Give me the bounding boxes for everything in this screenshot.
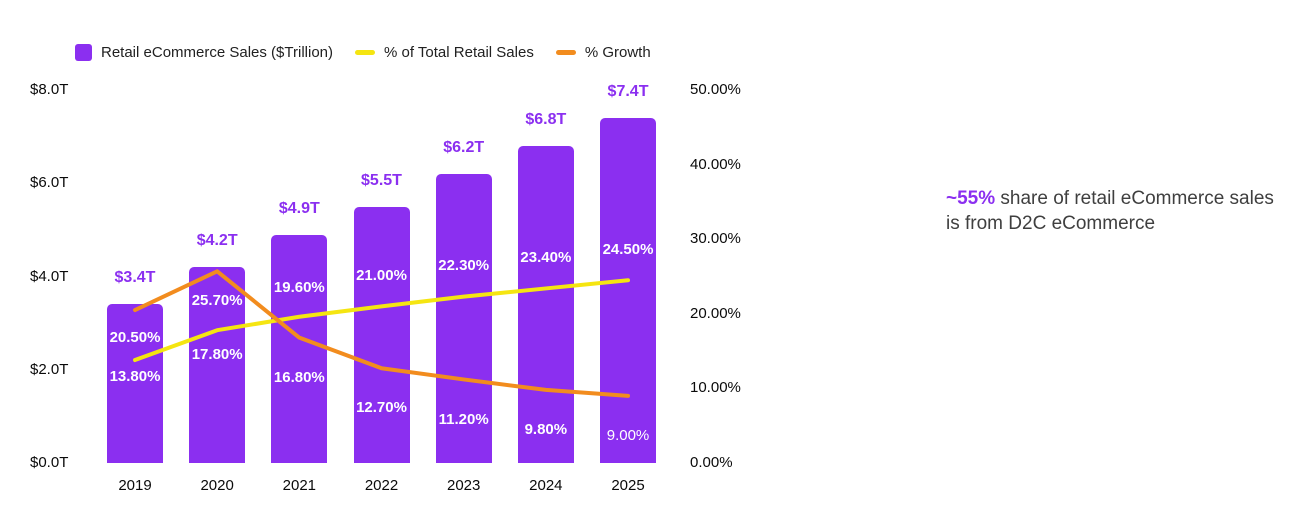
bar-value-label: $4.2T	[196, 232, 238, 250]
bar-value-label: $5.5T	[361, 171, 402, 189]
pct-of-total-swatch-icon	[355, 50, 376, 55]
sales-bar-2024	[517, 145, 574, 463]
left-axis-tick: $8.0T	[30, 81, 69, 98]
point-label-growth: 9.00%	[606, 426, 650, 444]
point-label-pct-of-total: 17.80%	[191, 346, 243, 364]
year-label-2020: 2020	[200, 477, 234, 494]
growth-swatch-icon	[555, 50, 576, 55]
point-label-pct-of-total: 19.60%	[273, 278, 325, 296]
bar-value-label: $6.8T	[525, 110, 567, 128]
sales-bar-2022	[353, 206, 410, 463]
pct-of-total-line	[133, 278, 631, 363]
year-label-2024: 2024	[529, 477, 563, 494]
legend-item-sales: Retail eCommerce Sales ($Trillion)	[75, 44, 333, 61]
right-axis-tick: 50.00%	[690, 81, 741, 98]
point-label-growth: 20.50%	[109, 329, 161, 347]
right-axis-tick: 0.00%	[690, 454, 733, 471]
d2c-share-highlight: ~55%	[946, 188, 996, 209]
year-label-2023: 2023	[446, 477, 481, 494]
point-label-growth: 12.70%	[356, 399, 407, 417]
right-axis-tick: 10.00%	[690, 379, 741, 397]
year-label-2021: 2021	[282, 477, 317, 494]
growth-line	[133, 269, 631, 398]
point-label-pct-of-total: 22.30%	[438, 256, 490, 274]
point-label-pct-of-total: 21.00%	[356, 267, 407, 285]
sales-bar-2019	[107, 304, 163, 463]
d2c-share-annotation: ~55% share of retail eCommerce sales is …	[946, 186, 1276, 236]
point-label-pct-of-total: 23.40%	[520, 249, 572, 267]
legend-label-growth: % Growth	[584, 44, 651, 61]
sales-swatch-icon	[75, 44, 92, 61]
left-axis-tick: $6.0T	[30, 174, 69, 192]
right-axis-tick: 40.00%	[690, 155, 741, 173]
legend-label-sales: Retail eCommerce Sales ($Trillion)	[101, 44, 334, 61]
left-axis-tick: $4.0T	[30, 267, 69, 285]
chart-legend: Retail eCommerce Sales ($Trillion) % of …	[75, 44, 651, 61]
point-label-growth: 9.80%	[524, 420, 568, 438]
point-label-growth: 25.70%	[191, 292, 243, 310]
sales-bar-2023	[435, 173, 492, 463]
d2c-share-text: share of retail eCommerce sales is from …	[946, 188, 1274, 234]
sales-bar-2021	[271, 234, 328, 463]
sales-bar-2025	[600, 117, 657, 463]
left-axis-tick: $2.0T	[30, 360, 69, 378]
legend-label-pct-of-total: % of Total Retail Sales	[384, 44, 534, 61]
year-label-2022: 2022	[364, 477, 399, 494]
bar-value-label: $4.9T	[278, 199, 320, 217]
right-axis-tick: 30.00%	[690, 230, 741, 248]
bar-value-label: $7.4T	[607, 82, 649, 100]
left-axis-tick: $0.0T	[30, 454, 69, 471]
bar-value-label: $6.2T	[443, 138, 485, 156]
sales-bar-2020	[189, 267, 246, 463]
year-label-2019: 2019	[118, 477, 152, 494]
year-label-2025: 2025	[611, 477, 645, 494]
right-axis-tick: 20.00%	[690, 304, 741, 322]
line-series-svg	[133, 269, 631, 398]
point-label-growth: 16.80%	[273, 368, 325, 386]
bar-value-label: $3.4T	[114, 269, 156, 287]
point-label-pct-of-total: 13.80%	[109, 368, 161, 386]
legend-item-growth: % Growth	[555, 44, 651, 61]
point-label-growth: 11.20%	[438, 411, 489, 429]
legend-item-pct-of-total: % of Total Retail Sales	[355, 44, 534, 61]
point-label-pct-of-total: 24.50%	[602, 241, 654, 259]
